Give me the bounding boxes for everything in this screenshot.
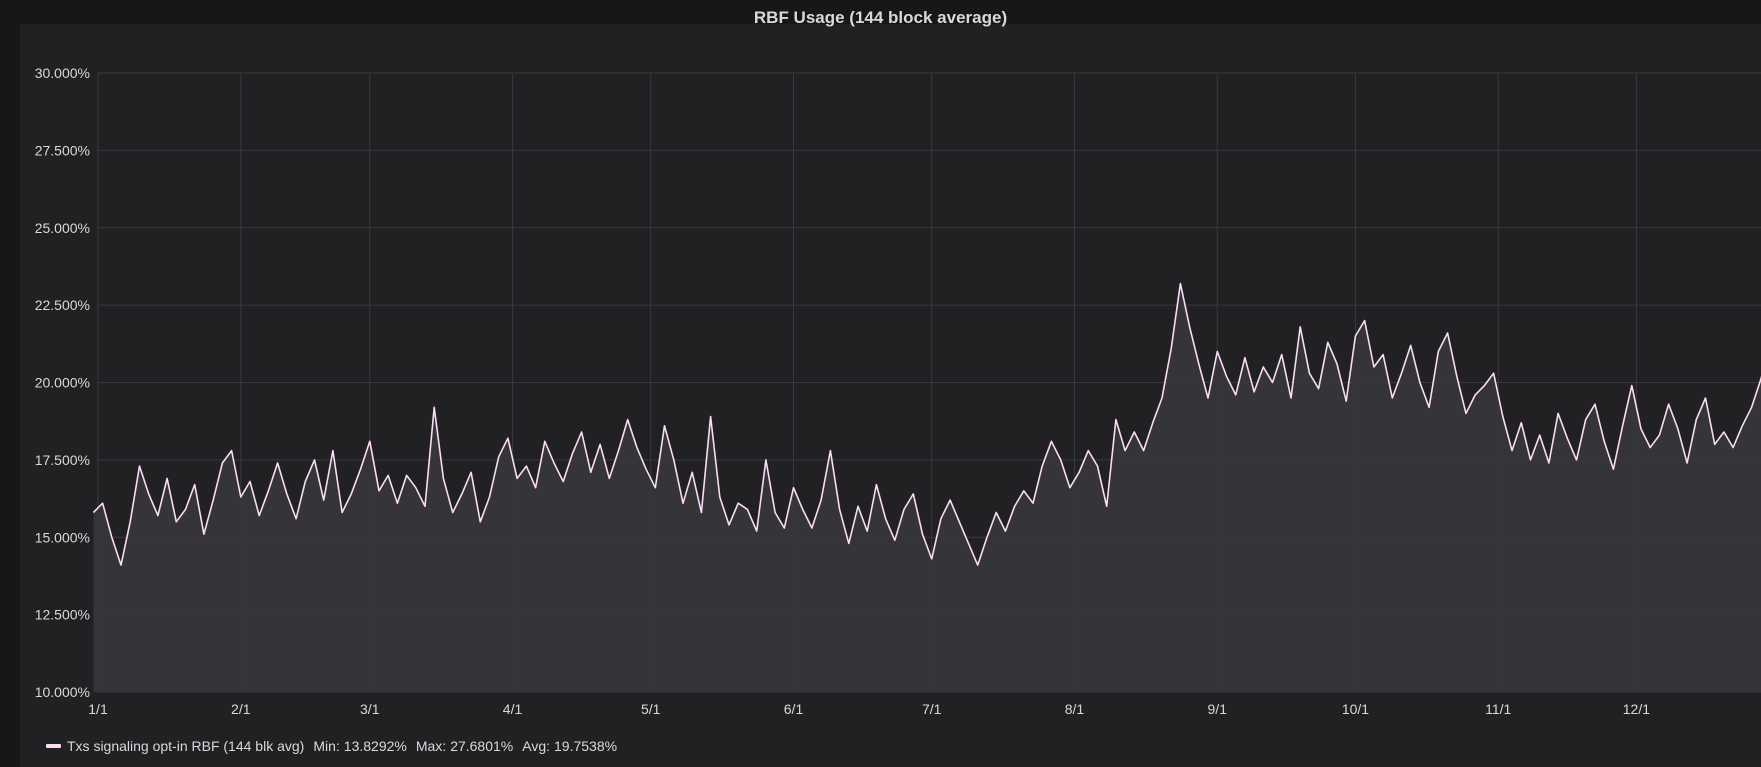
y-tick-label: 20.000% — [35, 375, 90, 391]
x-tick-label: 3/1 — [360, 701, 380, 717]
y-tick-label: 12.500% — [35, 607, 90, 623]
y-tick-label: 27.500% — [35, 142, 90, 158]
legend-max-value: 27.6801% — [450, 738, 514, 754]
legend-min-label: Min: — [313, 738, 340, 754]
legend-avg-value: 19.7538% — [554, 738, 618, 754]
x-tick-label: 8/1 — [1065, 701, 1085, 717]
chart-legend: Txs signaling opt-in RBF (144 blk avg) M… — [46, 736, 617, 756]
x-tick-label: 4/1 — [503, 701, 523, 717]
legend-min: Min: 13.8292% — [313, 738, 407, 754]
x-tick-label: 7/1 — [922, 701, 942, 717]
y-axis: 10.000% 12.500% 15.000% 17.500% 20.000% 22.50… — [35, 65, 90, 700]
series-line[interactable] — [92, 169, 1761, 566]
x-tick-label: 6/1 — [784, 701, 804, 717]
x-tick-label: 1/1 — [88, 701, 108, 717]
x-tick-label: 12/1 — [1623, 701, 1650, 717]
legend-max-label: Max: — [415, 738, 447, 754]
y-tick-label: 30.000% — [35, 65, 90, 81]
chart-area-layer — [92, 169, 1761, 692]
x-axis: 1/1 2/1 3/1 4/1 5/1 6/1 7/1 8/1 9/1 10/1 11/1 12/1 — [88, 701, 1650, 717]
legend-avg-label: Avg: — [522, 738, 551, 754]
y-tick-label: 17.500% — [35, 452, 90, 468]
y-tick-label: 15.000% — [35, 529, 90, 545]
y-tick-label: 10.000% — [35, 684, 90, 700]
series-area-fill — [93, 283, 1761, 692]
x-tick-label: 10/1 — [1342, 701, 1369, 717]
legend-series-name[interactable]: Txs signaling opt-in RBF (144 blk avg) — [67, 738, 305, 754]
legend-swatch[interactable] — [46, 744, 61, 748]
legend-avg: Avg: 19.7538% — [522, 738, 617, 754]
legend-max: Max: 27.6801% — [416, 738, 513, 754]
x-tick-label: 2/1 — [231, 701, 251, 717]
x-tick-label: 9/1 — [1208, 701, 1228, 717]
x-tick-label: 5/1 — [641, 701, 661, 717]
panel-title[interactable]: RBF Usage (144 block average) — [753, 8, 1008, 27]
y-tick-label: 22.500% — [35, 297, 90, 313]
x-tick-label: 11/1 — [1485, 701, 1511, 717]
y-tick-label: 25.000% — [35, 220, 90, 236]
legend-min-value: 13.8292% — [343, 738, 407, 754]
